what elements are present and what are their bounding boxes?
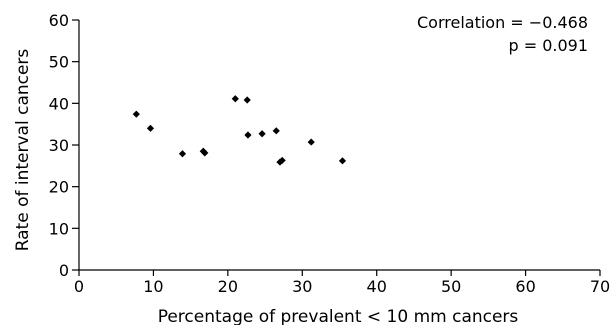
- y-axis-ticks: 0 10 20 30 40 50 60: [49, 11, 79, 280]
- data-point: [272, 127, 280, 135]
- data-point: [307, 138, 315, 146]
- y-tick-label: 50: [49, 53, 69, 72]
- y-tick-label: 30: [49, 136, 69, 155]
- x-tick-label: 0: [74, 277, 84, 296]
- data-points: [132, 95, 347, 166]
- x-axis-label: Percentage of prevalent < 10 mm cancers: [158, 307, 519, 325]
- y-axis-label: Rate of interval cancers: [13, 49, 33, 252]
- y-tick-label: 60: [49, 11, 69, 30]
- data-point: [231, 95, 239, 103]
- x-tick-label: 60: [515, 277, 535, 296]
- x-axis-ticks: 0 10 20 30 40 50 60 70: [74, 270, 610, 296]
- data-point: [278, 156, 286, 165]
- y-tick-label: 0: [59, 261, 69, 280]
- x-tick-label: 50: [441, 277, 461, 296]
- p-value-annotation: p = 0.091: [508, 36, 588, 55]
- y-tick-label: 20: [49, 178, 69, 197]
- data-point: [258, 130, 266, 138]
- data-point: [201, 149, 209, 157]
- correlation-annotation: Correlation = −0.468: [417, 13, 588, 32]
- data-point: [338, 157, 347, 165]
- x-tick-label: 20: [218, 277, 238, 296]
- data-point: [244, 131, 252, 139]
- y-tick-label: 10: [49, 219, 69, 238]
- data-point: [146, 124, 155, 132]
- data-point: [132, 110, 140, 118]
- data-point: [243, 96, 251, 104]
- x-tick-label: 10: [143, 277, 163, 296]
- y-tick-label: 40: [49, 94, 69, 113]
- x-tick-label: 70: [590, 277, 610, 296]
- x-tick-label: 40: [367, 277, 387, 296]
- data-point: [178, 150, 187, 158]
- x-tick-label: 30: [292, 277, 312, 296]
